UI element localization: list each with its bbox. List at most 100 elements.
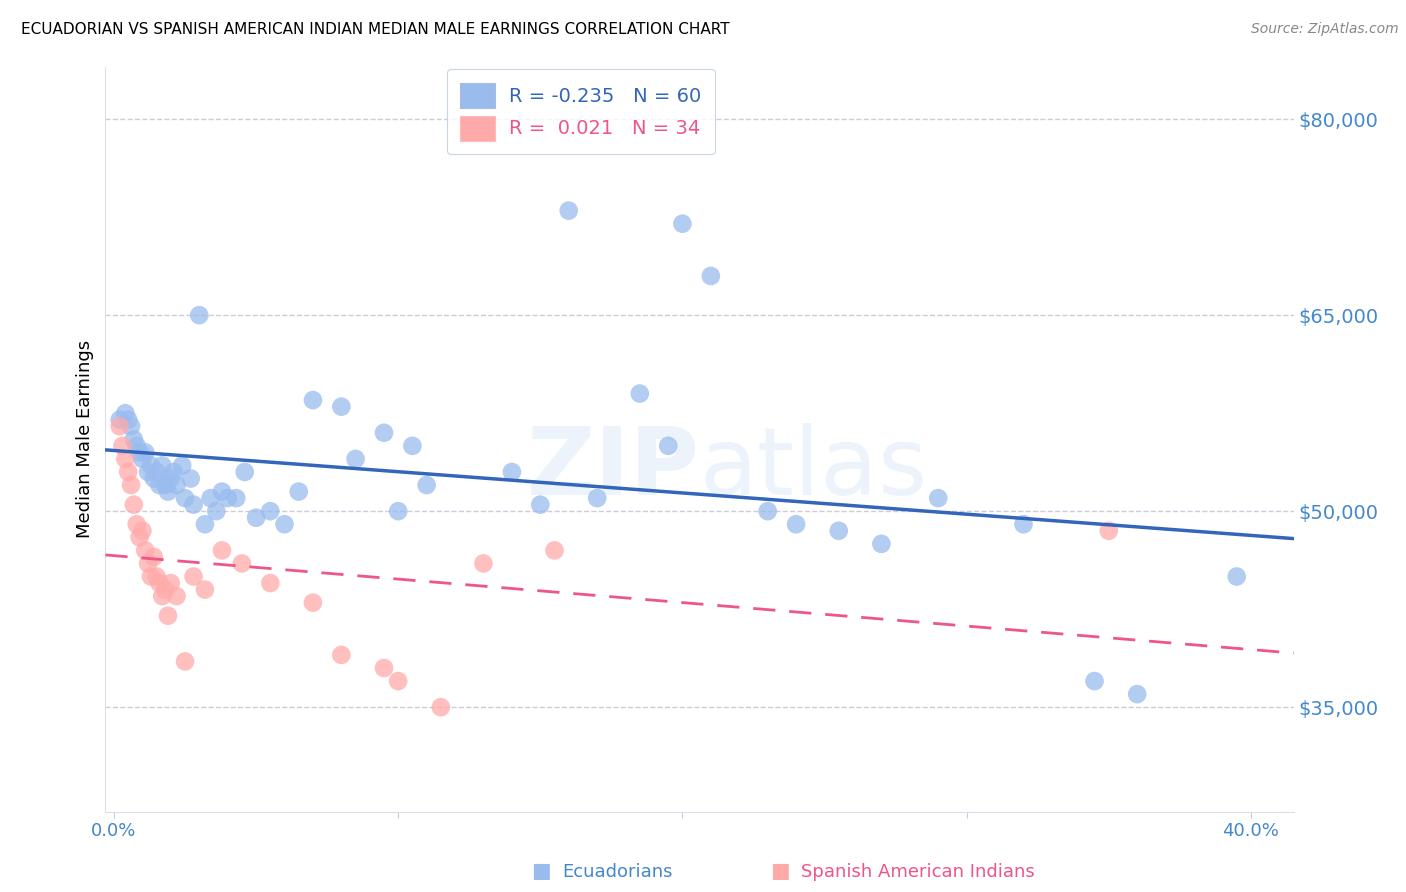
Point — [194, 582, 217, 597]
Point — [174, 655, 197, 669]
Legend: R = -0.235   N = 60, R =  0.021   N = 34: R = -0.235 N = 60, R = 0.021 N = 34 — [447, 70, 714, 154]
Point — [142, 549, 165, 564]
Point — [373, 661, 395, 675]
Text: atlas: atlas — [700, 423, 928, 515]
Point — [136, 557, 159, 571]
Point — [128, 445, 150, 459]
Point — [1126, 687, 1149, 701]
Point — [183, 569, 205, 583]
Point — [117, 465, 139, 479]
Point — [148, 478, 170, 492]
Point — [142, 471, 165, 485]
Y-axis label: Median Male Earnings: Median Male Earnings — [76, 340, 94, 539]
Point — [148, 576, 170, 591]
Point — [205, 504, 228, 518]
Point — [153, 582, 176, 597]
Point — [1083, 674, 1105, 689]
Point — [870, 537, 893, 551]
Point — [145, 569, 167, 583]
Point — [828, 524, 851, 538]
Point — [194, 517, 217, 532]
Point — [543, 543, 565, 558]
Point — [153, 478, 176, 492]
Point — [1098, 524, 1121, 538]
Text: Spanish American Indians: Spanish American Indians — [801, 863, 1035, 881]
Point — [1226, 569, 1249, 583]
Point — [200, 491, 222, 505]
Point — [125, 439, 148, 453]
Point — [180, 471, 202, 485]
Point — [131, 451, 153, 466]
Point — [387, 504, 409, 518]
Point — [163, 465, 186, 479]
Text: Source: ZipAtlas.com: Source: ZipAtlas.com — [1251, 22, 1399, 37]
Point — [657, 439, 679, 453]
Point — [273, 517, 295, 532]
Point — [150, 458, 173, 473]
Point — [330, 648, 353, 662]
Point — [139, 569, 162, 583]
Point — [927, 491, 949, 505]
Text: Ecuadorians: Ecuadorians — [562, 863, 673, 881]
Point — [700, 268, 723, 283]
Point — [166, 478, 188, 492]
Point — [302, 393, 325, 408]
Point — [159, 471, 181, 485]
Point — [131, 524, 153, 538]
Point — [529, 498, 551, 512]
Point — [108, 413, 131, 427]
Point — [188, 308, 211, 322]
Point — [217, 491, 239, 505]
Point — [139, 458, 162, 473]
Text: ECUADORIAN VS SPANISH AMERICAN INDIAN MEDIAN MALE EARNINGS CORRELATION CHART: ECUADORIAN VS SPANISH AMERICAN INDIAN ME… — [21, 22, 730, 37]
Point — [756, 504, 779, 518]
Point — [785, 517, 807, 532]
Point — [172, 458, 194, 473]
Point — [259, 504, 281, 518]
Point — [472, 557, 495, 571]
Point — [373, 425, 395, 440]
Text: ZIP: ZIP — [527, 423, 700, 515]
Point — [211, 484, 233, 499]
Point — [122, 433, 145, 447]
Point — [330, 400, 353, 414]
Point — [501, 465, 523, 479]
Point — [586, 491, 609, 505]
Point — [108, 419, 131, 434]
Point — [344, 451, 367, 466]
Point — [233, 465, 256, 479]
Point — [128, 530, 150, 544]
Point — [628, 386, 651, 401]
Point — [211, 543, 233, 558]
Point — [114, 451, 136, 466]
Point — [558, 203, 581, 218]
Point — [117, 413, 139, 427]
Point — [114, 406, 136, 420]
Point — [225, 491, 247, 505]
Point — [122, 498, 145, 512]
Text: ■: ■ — [770, 862, 790, 881]
Point — [183, 498, 205, 512]
Point — [174, 491, 197, 505]
Point — [302, 596, 325, 610]
Point — [145, 465, 167, 479]
Point — [150, 589, 173, 603]
Point — [125, 517, 148, 532]
Point — [120, 478, 142, 492]
Point — [415, 478, 437, 492]
Point — [401, 439, 423, 453]
Point — [136, 465, 159, 479]
Point — [231, 557, 253, 571]
Point — [159, 576, 181, 591]
Point — [166, 589, 188, 603]
Text: ■: ■ — [531, 862, 551, 881]
Point — [387, 674, 409, 689]
Point — [245, 510, 267, 524]
Point — [259, 576, 281, 591]
Point — [156, 608, 179, 623]
Point — [120, 419, 142, 434]
Point — [134, 543, 156, 558]
Point — [156, 484, 179, 499]
Point — [134, 445, 156, 459]
Point — [1012, 517, 1035, 532]
